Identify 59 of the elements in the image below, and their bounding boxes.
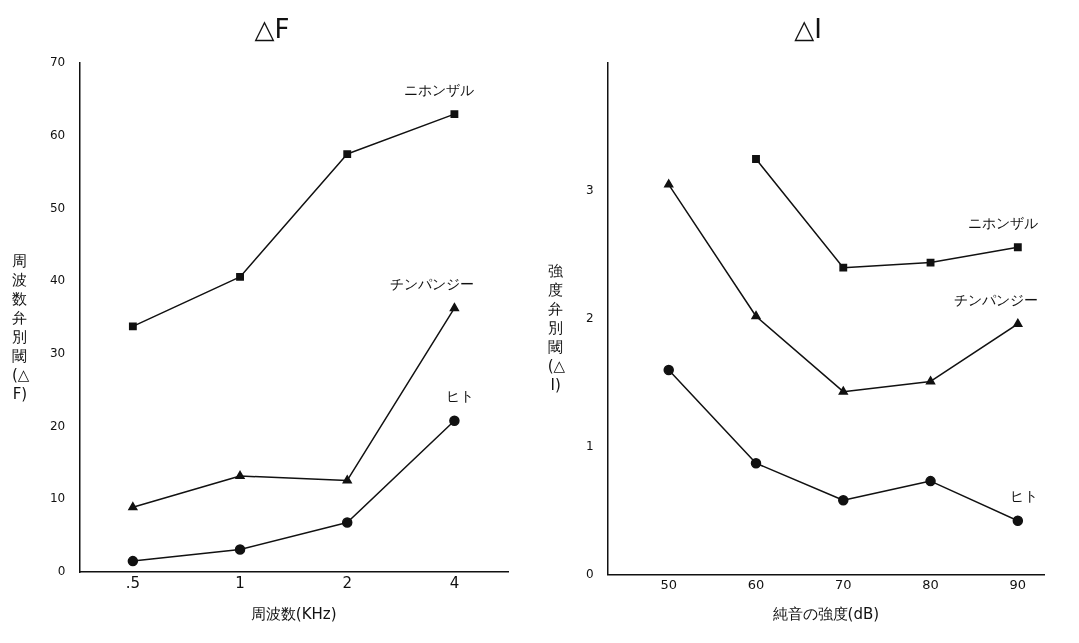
point [449, 302, 459, 312]
x-axis-title: 周波数(KHz) [250, 604, 337, 623]
y-tick-label: 2 [585, 310, 594, 325]
y-axis-title: 強度弁別閾(△I) [547, 261, 566, 395]
chart-title: △F [254, 14, 290, 45]
point [234, 544, 246, 555]
point [235, 272, 244, 281]
x-tick-label: 60 [747, 576, 764, 592]
y-tick-label: 0 [57, 564, 66, 579]
x-tick-label: 50 [659, 576, 677, 592]
chart-title: △I [793, 14, 822, 45]
point [924, 475, 936, 487]
point [1012, 515, 1023, 526]
x-tick-label: 1 [235, 573, 245, 592]
point [838, 386, 848, 395]
y-tick-label: 3 [585, 183, 594, 198]
point [751, 155, 760, 163]
point [235, 470, 245, 480]
series-label: ニホンザル [967, 214, 1038, 231]
x-tick-label: 4 [449, 573, 459, 592]
point [341, 517, 353, 528]
series-label: ニホンザル [404, 81, 475, 98]
x-tick-label: 90 [1009, 576, 1026, 592]
point [343, 150, 351, 158]
point [127, 555, 138, 567]
x-tick-label: 2 [342, 573, 352, 592]
series-label: ヒト [1009, 488, 1038, 505]
x-axis-title: 純音の強度(dB) [772, 604, 879, 623]
y-tick-label: 20 [49, 418, 66, 433]
point [925, 376, 935, 385]
y-tick-label: 1 [585, 438, 594, 453]
x-tick-label: 70 [834, 576, 852, 592]
point [662, 364, 674, 376]
point [837, 495, 849, 506]
point [1013, 243, 1022, 252]
x-tick-label: .5 [125, 573, 140, 592]
series-label: チンパンジー [953, 291, 1038, 308]
x-tick-label: 80 [921, 576, 939, 592]
point [127, 502, 138, 511]
y-tick-label: 40 [49, 273, 66, 288]
y-tick-label: 70 [49, 55, 66, 70]
y-tick-label: 30 [49, 346, 66, 361]
y-tick-label: 10 [49, 491, 66, 506]
y-tick-label: 0 [585, 566, 594, 581]
y-tick-label: 60 [49, 128, 66, 143]
point [838, 263, 847, 272]
point [1012, 318, 1022, 327]
point [750, 310, 761, 320]
series-label: チンパンジー [390, 275, 475, 292]
point [342, 475, 352, 484]
point [450, 110, 459, 119]
point [128, 322, 137, 331]
point [926, 258, 934, 267]
y-axis-title: 周波数弁別閾(△F) [12, 252, 30, 404]
series-label: ヒト [446, 388, 475, 405]
point [663, 179, 673, 188]
point [750, 457, 761, 469]
y-tick-label: 50 [49, 200, 66, 215]
point [448, 415, 460, 427]
